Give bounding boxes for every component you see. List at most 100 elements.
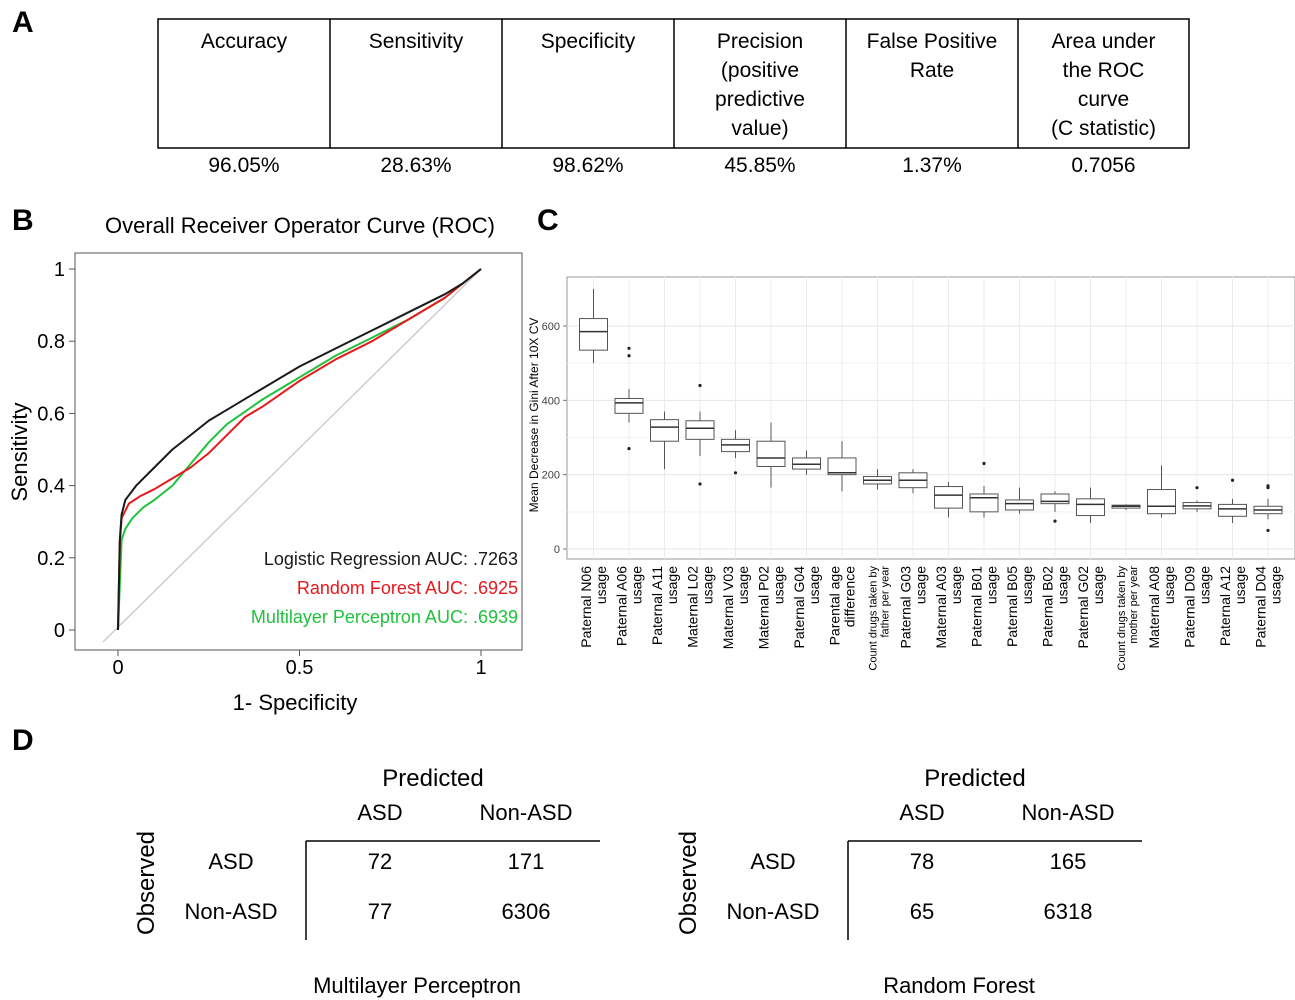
roc-legend-entry: Logistic Regression AUC: .7263 — [264, 549, 518, 569]
box-category-label: Paternal B02 — [1040, 566, 1056, 647]
box-category-label: Maternal A08 — [1146, 566, 1162, 649]
box-category-label: usage — [806, 566, 822, 604]
box-category-label: usage — [664, 566, 680, 604]
box-category-label: usage — [700, 566, 716, 604]
panel-label-c: C — [537, 204, 559, 237]
box-category-label: Paternal A12 — [1217, 566, 1233, 646]
box-iqr — [1040, 493, 1070, 505]
box-category-label: usage — [948, 566, 964, 604]
box-outlier — [698, 383, 702, 388]
box-category-label: Paternal G03 — [898, 566, 914, 649]
cm-cell: 171 — [508, 849, 545, 874]
box-iqr — [934, 486, 963, 509]
roc-title: Overall Receiver Operator Curve (ROC) — [105, 213, 495, 238]
cm-observed-label: Observed — [133, 831, 160, 935]
box-category-label: Count drugs taken by — [1116, 566, 1128, 671]
box-category-label: usage — [1161, 566, 1177, 604]
box-category-label: Paternal G04 — [791, 566, 807, 649]
roc-ylabel: Sensitivity — [7, 402, 32, 501]
box-ytick-label: 0 — [554, 544, 560, 556]
box-iqr — [1218, 503, 1247, 517]
table-header-cell: Rate — [910, 59, 954, 82]
box-outlier — [627, 447, 631, 451]
panel-label-a: A — [12, 6, 34, 39]
cm-col-label: Non-ASD — [1022, 800, 1115, 825]
box-category-label: usage — [593, 566, 609, 604]
roc-plot-frame — [74, 252, 523, 651]
confusion-matrices: Predicted ASD Non-ASD Observed ASD Non-ASD 72 1… — [133, 765, 1142, 998]
box-category-label: mother per year — [1128, 566, 1140, 644]
box-iqr — [1005, 499, 1034, 511]
table-value-cell: 98.62% — [552, 154, 623, 177]
cm-col-label: ASD — [357, 800, 402, 825]
cm-cell: 78 — [910, 849, 934, 874]
box-category-label: father per year — [880, 566, 892, 638]
cm-row-label: Non-ASD — [727, 899, 820, 924]
cm-cell: 77 — [368, 899, 392, 924]
box-category-label: Parental age — [827, 566, 843, 646]
table-header-cell: value) — [731, 117, 788, 140]
panel-label-b: B — [12, 204, 34, 237]
box-category-label: Maternal A03 — [933, 566, 949, 649]
roc-chart: Overall Receiver Operator Curve (ROC) 0 0.… — [7, 213, 523, 715]
table-value-cell: 1.37% — [902, 154, 962, 177]
box-ytick-label: 600 — [542, 321, 560, 333]
roc-ytick-label: 1 — [54, 259, 65, 281]
box-category-label: difference — [842, 566, 858, 627]
table-header-cell: Specificity — [541, 30, 636, 53]
box-outlier — [733, 471, 738, 475]
box-ytick-label: 200 — [542, 470, 560, 482]
box-category-label: Maternal V03 — [720, 566, 736, 649]
table-value-cell: 96.05% — [208, 154, 279, 177]
cm-col-label: ASD — [899, 800, 944, 825]
roc-ytick-label: 0 — [54, 620, 65, 642]
roc-diagonal — [102, 268, 482, 643]
table-header-cell: predictive — [715, 88, 805, 111]
table-header-cell: False Positive — [867, 30, 998, 53]
box-outlier — [627, 346, 631, 350]
cm-predicted-label: Predicted — [924, 765, 1025, 792]
box-category-label: usage — [629, 566, 645, 604]
box-outlier — [982, 461, 986, 466]
table-header-cell: (positive — [721, 59, 799, 82]
table-header-cell: curve — [1078, 88, 1129, 111]
roc-ytick-label: 0.6 — [37, 403, 65, 425]
cm-cell: 6318 — [1044, 899, 1093, 924]
box-category-label: Maternal P02 — [756, 566, 772, 649]
box-outlier — [627, 354, 631, 358]
box-iqr — [969, 493, 999, 513]
box-iqr — [1147, 489, 1176, 515]
box-category-label: usage — [1268, 566, 1284, 604]
cm-col-label: Non-ASD — [480, 800, 573, 825]
box-category-label: Paternal N06 — [578, 566, 594, 648]
table-value-cell: 45.85% — [724, 154, 795, 177]
box-outlier — [1053, 519, 1057, 523]
box-category-label: usage — [1197, 566, 1213, 604]
box-iqr — [685, 420, 715, 440]
box-iqr — [614, 397, 644, 414]
box-outlier — [1230, 478, 1235, 482]
cm-observed-label: Observed — [675, 831, 702, 935]
table-header-cell: Accuracy — [201, 30, 288, 53]
box-category-label: usage — [1019, 566, 1035, 604]
box-plot-frame — [566, 276, 1295, 560]
cm-title: Random Forest — [883, 973, 1035, 998]
box-category-label: usage — [1090, 566, 1106, 604]
box-ytick-label: 400 — [542, 395, 560, 407]
box-category-label: Maternal L02 — [685, 566, 701, 648]
roc-legend-entry: Multilayer Perceptron AUC: .6939 — [251, 607, 518, 627]
box-category-label: Paternal A11 — [649, 566, 665, 645]
box-category-label: Count drugs taken by — [868, 566, 880, 671]
box-iqr — [650, 419, 679, 442]
box-outlier — [1266, 484, 1270, 488]
metrics-table: Accuracy Sensitivity Specificity Precision (… — [157, 18, 1190, 177]
box-category-label: Paternal D04 — [1253, 566, 1269, 648]
box-category-label: Paternal B05 — [1004, 566, 1020, 647]
box-ylabel: Mean Decrease in Gini After 10X CV — [527, 318, 541, 513]
roc-ytick-label: 0.2 — [37, 548, 65, 570]
table-value-cell: 0.7056 — [1071, 154, 1135, 177]
box-iqr — [579, 318, 608, 351]
roc-ytick-label: 0.4 — [37, 476, 65, 498]
box-iqr — [756, 440, 786, 467]
